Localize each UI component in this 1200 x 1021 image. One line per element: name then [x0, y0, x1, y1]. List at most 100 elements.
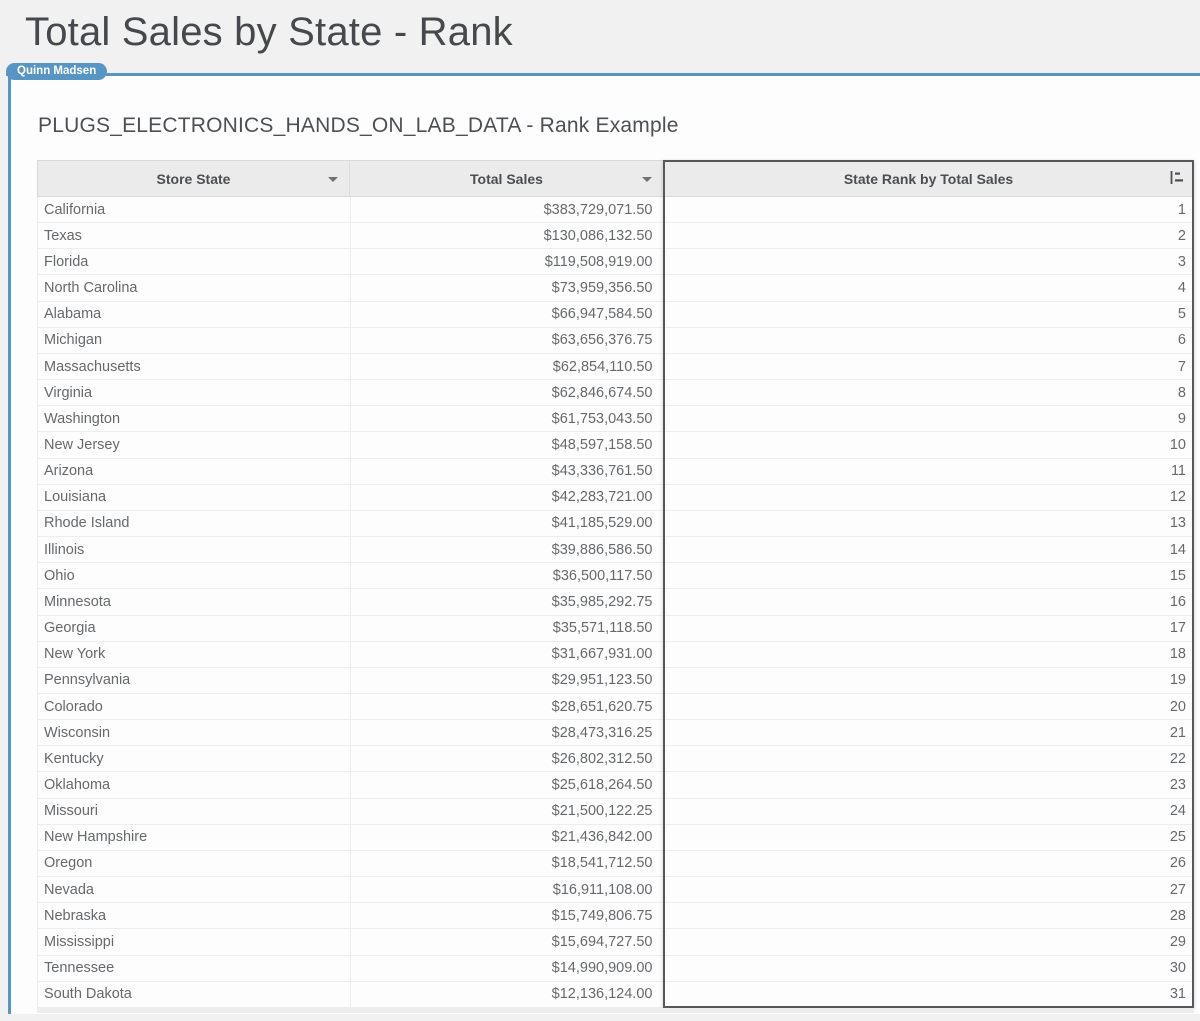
total-sales-cell[interactable]: $14,990,909.00 [551, 960, 653, 977]
rank-cell[interactable]: 5 [1177, 306, 1186, 323]
total-sales-cell[interactable]: $42,283,721.00 [551, 489, 653, 506]
rank-cell[interactable]: 13 [1169, 515, 1186, 532]
total-sales-cell[interactable]: $36,500,117.50 [552, 567, 653, 584]
table-row[interactable]: Washington $61,753,043.50 9 [38, 406, 1194, 433]
table-row[interactable]: Kentucky $26,802,312.50 22 [38, 746, 1194, 773]
table-row[interactable]: Wisconsin $28,473,316.25 21 [38, 720, 1194, 747]
state-cell[interactable]: Florida [38, 249, 351, 275]
table-row[interactable]: New Jersey $48,597,158.50 10 [38, 432, 1194, 459]
state-cell[interactable]: New York [38, 641, 351, 667]
total-sales-cell[interactable]: $61,753,043.50 [551, 410, 653, 427]
table-row[interactable]: Mississippi $15,694,727.50 29 [38, 929, 1194, 956]
table-row[interactable]: Georgia $35,571,118.50 17 [38, 615, 1194, 642]
rank-cell[interactable]: 16 [1169, 593, 1186, 610]
rank-cell[interactable]: 7 [1177, 358, 1186, 375]
total-sales-cell[interactable]: $383,729,071.50 [543, 201, 653, 218]
state-cell[interactable]: Alabama [38, 301, 351, 327]
table-row[interactable]: Arizona $43,336,761.50 11 [38, 458, 1194, 485]
total-sales-cell[interactable]: $73,959,356.50 [551, 280, 653, 297]
table-row[interactable]: Nevada $16,911,108.00 27 [38, 877, 1194, 904]
total-sales-cell[interactable]: $130,086,132.50 [543, 227, 653, 244]
rank-cell[interactable]: 2 [1177, 227, 1186, 244]
state-cell[interactable]: Louisiana [38, 484, 351, 510]
rank-cell[interactable]: 14 [1169, 541, 1186, 558]
rank-cell[interactable]: 29 [1169, 933, 1186, 950]
rank-cell[interactable]: 21 [1169, 724, 1186, 741]
table-row[interactable]: Colorado $28,651,620.75 20 [38, 693, 1194, 721]
state-cell[interactable]: Pennsylvania [38, 667, 351, 693]
table-row[interactable]: Massachusetts $62,854,110.50 7 [38, 353, 1194, 381]
state-cell[interactable]: Washington [38, 406, 351, 432]
total-sales-cell[interactable]: $31,667,931.00 [551, 646, 653, 663]
state-cell[interactable]: Oklahoma [38, 772, 351, 798]
table-row[interactable]: Tennessee $14,990,909.00 30 [38, 955, 1194, 982]
rank-cell[interactable]: 18 [1169, 646, 1186, 663]
total-sales-cell[interactable]: $43,336,761.50 [551, 463, 653, 480]
table-row[interactable]: Minnesota $35,985,292.75 16 [38, 589, 1194, 616]
total-sales-cell[interactable]: $25,618,264.50 [551, 777, 653, 794]
total-sales-cell[interactable]: $18,541,712.50 [551, 855, 653, 872]
state-cell[interactable]: Nevada [38, 877, 351, 903]
rank-cell[interactable]: 22 [1169, 750, 1186, 767]
total-sales-cell[interactable]: $35,571,118.50 [552, 620, 653, 637]
table-row[interactable]: Ohio $36,500,117.50 15 [38, 563, 1194, 590]
state-cell[interactable]: Massachusetts [38, 353, 351, 380]
state-cell[interactable]: Ohio [38, 563, 351, 589]
rank-cell[interactable]: 24 [1169, 803, 1186, 820]
state-cell[interactable]: Colorado [38, 693, 351, 720]
table-row[interactable]: Alabama $66,947,584.50 5 [38, 301, 1194, 328]
rank-cell[interactable]: 12 [1169, 489, 1186, 506]
total-sales-cell[interactable]: $41,185,529.00 [551, 515, 653, 532]
total-sales-cell[interactable]: $29,951,123.50 [551, 672, 653, 689]
table-row[interactable]: South Dakota $12,136,124.00 31 [38, 981, 1194, 1008]
rank-cell[interactable]: 6 [1177, 332, 1186, 349]
state-cell[interactable]: Nebraska [38, 903, 351, 929]
total-sales-cell[interactable]: $26,802,312.50 [551, 750, 653, 767]
state-cell[interactable]: Virginia [38, 380, 351, 406]
rank-cell[interactable]: 31 [1169, 986, 1186, 1003]
rank-cell[interactable]: 28 [1169, 907, 1186, 924]
column-menu-caret-icon[interactable] [642, 176, 652, 182]
column-header-state-rank[interactable]: State Rank by Total Sales [663, 160, 1194, 197]
state-cell[interactable]: Mississippi [38, 929, 351, 955]
state-cell[interactable]: Oregon [38, 850, 351, 877]
table-row[interactable]: California $383,729,071.50 1 [38, 197, 1194, 224]
state-cell[interactable]: Wisconsin [38, 720, 351, 746]
state-cell[interactable]: Tennessee [38, 955, 351, 981]
total-sales-cell[interactable]: $15,694,727.50 [551, 933, 653, 950]
rank-cell[interactable]: 23 [1169, 777, 1186, 794]
total-sales-cell[interactable]: $35,985,292.75 [551, 593, 653, 610]
table-row[interactable]: Oregon $18,541,712.50 26 [38, 850, 1194, 878]
state-cell[interactable]: New Hampshire [38, 824, 351, 850]
state-cell[interactable]: Arizona [38, 458, 351, 484]
column-menu-caret-icon[interactable] [328, 176, 338, 182]
rank-cell[interactable]: 15 [1169, 567, 1186, 584]
state-cell[interactable]: California [38, 197, 351, 223]
state-cell[interactable]: Minnesota [38, 589, 351, 615]
table-row[interactable]: New Hampshire $21,436,842.00 25 [38, 824, 1194, 851]
state-cell[interactable]: Georgia [38, 615, 351, 641]
table-row[interactable]: Texas $130,086,132.50 2 [38, 223, 1194, 250]
column-header-store-state[interactable]: Store State [37, 160, 350, 197]
presence-badge[interactable]: Quinn Madsen [6, 63, 108, 80]
total-sales-cell[interactable]: $119,508,919.00 [544, 253, 653, 270]
total-sales-cell[interactable]: $28,473,316.25 [551, 724, 653, 741]
table-row[interactable]: Oklahoma $25,618,264.50 23 [38, 772, 1194, 799]
rank-cell[interactable]: 1 [1177, 201, 1186, 218]
state-cell[interactable]: Kentucky [38, 746, 351, 772]
total-sales-cell[interactable]: $12,136,124.00 [551, 986, 653, 1003]
rank-cell[interactable]: 27 [1169, 881, 1186, 898]
state-cell[interactable]: North Carolina [38, 275, 351, 301]
table-row[interactable]: Nebraska $15,749,806.75 28 [38, 903, 1194, 930]
table-row[interactable]: Michigan $63,656,376.75 6 [38, 327, 1194, 354]
total-sales-cell[interactable]: $15,749,806.75 [551, 907, 653, 924]
rank-cell[interactable]: 30 [1169, 960, 1186, 977]
worksheet-title[interactable]: PLUGS_ELECTRONICS_HANDS_ON_LAB_DATA - Ra… [38, 114, 679, 137]
total-sales-cell[interactable]: $16,911,108.00 [552, 881, 653, 898]
state-cell[interactable]: South Dakota [38, 981, 351, 1007]
total-sales-cell[interactable]: $48,597,158.50 [551, 436, 653, 453]
rank-cell[interactable]: 3 [1177, 253, 1186, 270]
ranked-list-icon[interactable] [1168, 169, 1185, 189]
rank-cell[interactable]: 20 [1169, 698, 1186, 715]
rank-cell[interactable]: 19 [1169, 672, 1186, 689]
